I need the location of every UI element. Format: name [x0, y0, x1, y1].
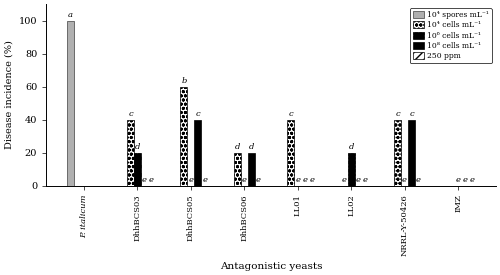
- Text: a: a: [68, 11, 72, 19]
- Text: e: e: [296, 175, 300, 183]
- Bar: [394, 120, 401, 186]
- Bar: [194, 120, 202, 186]
- Text: d: d: [348, 142, 354, 150]
- Text: e: e: [188, 175, 194, 183]
- Text: d: d: [234, 142, 240, 150]
- Text: e: e: [202, 175, 207, 183]
- Bar: [180, 87, 188, 186]
- Text: e: e: [242, 175, 247, 183]
- Legend: 10⁴ spores mL⁻¹, 10⁴ cells mL⁻¹, 10⁶ cells mL⁻¹, 10⁸ cells mL⁻¹, 250 ppm: 10⁴ spores mL⁻¹, 10⁴ cells mL⁻¹, 10⁶ cel…: [410, 8, 492, 64]
- Text: e: e: [342, 175, 346, 183]
- Text: c: c: [409, 109, 414, 118]
- Bar: [66, 21, 73, 186]
- Text: e: e: [470, 175, 474, 183]
- Bar: [288, 120, 294, 186]
- Text: e: e: [149, 175, 154, 183]
- Text: d: d: [135, 142, 140, 150]
- Y-axis label: Disease incidence (%): Disease incidence (%): [4, 40, 13, 149]
- X-axis label: Antagonistic yeasts: Antagonistic yeasts: [220, 262, 322, 271]
- Text: e: e: [456, 175, 460, 183]
- Text: c: c: [196, 109, 200, 118]
- Bar: [127, 120, 134, 186]
- Text: e: e: [362, 175, 368, 183]
- Text: e: e: [462, 175, 468, 183]
- Bar: [134, 153, 141, 186]
- Bar: [348, 153, 354, 186]
- Text: d: d: [248, 142, 254, 150]
- Text: c: c: [288, 109, 293, 118]
- Text: e: e: [416, 175, 421, 183]
- Bar: [248, 153, 254, 186]
- Text: e: e: [356, 175, 360, 183]
- Text: e: e: [402, 175, 407, 183]
- Text: b: b: [182, 77, 186, 85]
- Text: c: c: [128, 109, 133, 118]
- Text: c: c: [396, 109, 400, 118]
- Text: e: e: [302, 175, 307, 183]
- Bar: [234, 153, 241, 186]
- Text: e: e: [256, 175, 260, 183]
- Bar: [408, 120, 415, 186]
- Text: e: e: [142, 175, 147, 183]
- Text: e: e: [309, 175, 314, 183]
